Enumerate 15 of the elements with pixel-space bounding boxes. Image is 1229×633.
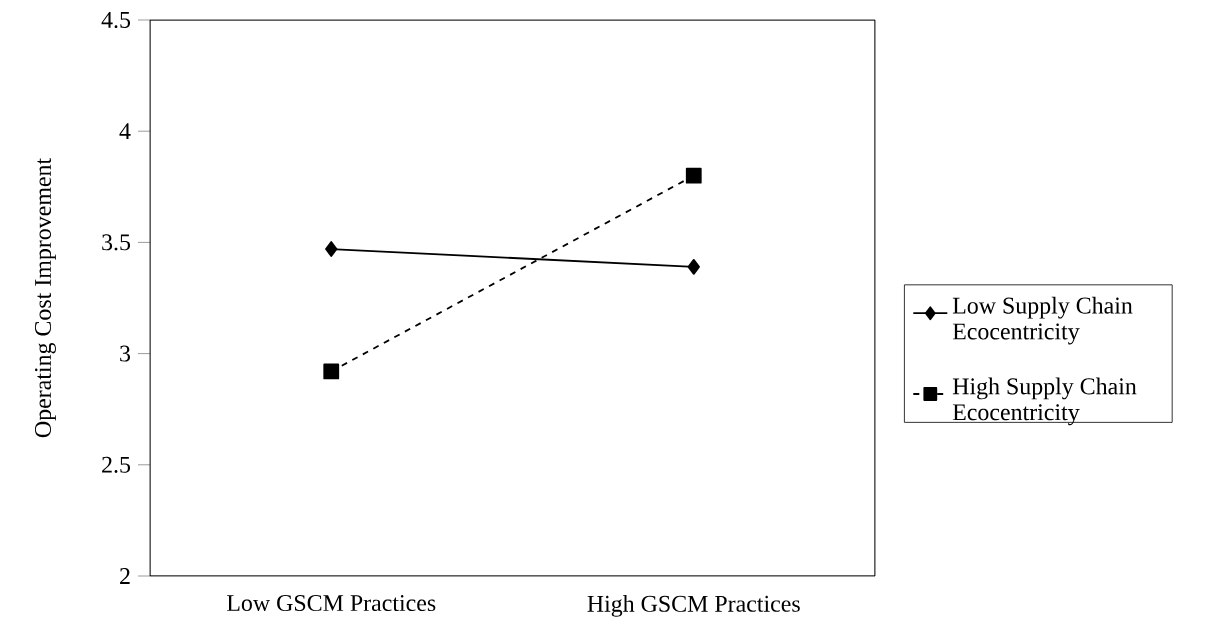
legend-label: High Supply Chain Ecocentricity <box>952 377 1137 426</box>
point <box>325 241 338 257</box>
x-tick-label: Low GSCM Practices <box>227 595 436 612</box>
y-tick-label: 2.5 <box>102 456 131 473</box>
point <box>687 258 700 275</box>
y-tick-label: 2 <box>120 568 130 584</box>
y-axis-title: Operating Cost Improvement <box>34 158 56 438</box>
legend-label: Low Supply Chain Ecocentricity <box>952 296 1133 345</box>
point <box>323 363 340 380</box>
y-tick-label: 3 <box>120 345 131 362</box>
point <box>685 167 702 184</box>
y-tick-label: 4.5 <box>101 11 131 29</box>
y-tick-label: 4 <box>119 123 131 140</box>
y-tick-label: 3.5 <box>102 234 131 251</box>
x-tick-label: High GSCM Practices <box>587 595 800 617</box>
